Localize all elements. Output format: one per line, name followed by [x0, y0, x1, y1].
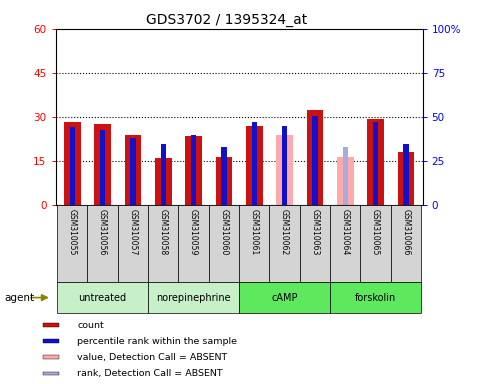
Bar: [185, 136, 202, 205]
Text: GSM310059: GSM310059: [189, 209, 198, 256]
Bar: [178, 205, 209, 282]
Text: GSM310061: GSM310061: [250, 209, 259, 255]
Text: count: count: [77, 321, 104, 329]
Bar: [307, 110, 323, 205]
Bar: [252, 121, 257, 205]
Bar: [239, 282, 330, 313]
Bar: [148, 282, 239, 313]
Bar: [87, 205, 118, 282]
Text: GSM310063: GSM310063: [311, 209, 319, 256]
Bar: [342, 147, 348, 205]
Bar: [70, 127, 75, 205]
Text: GSM310065: GSM310065: [371, 209, 380, 256]
Bar: [43, 356, 59, 359]
Bar: [300, 205, 330, 282]
Text: GSM310057: GSM310057: [128, 209, 137, 256]
Bar: [64, 121, 81, 205]
Bar: [191, 135, 196, 205]
Bar: [239, 205, 270, 282]
Text: forskolin: forskolin: [355, 293, 396, 303]
Bar: [43, 339, 59, 343]
Bar: [130, 138, 136, 205]
Bar: [276, 135, 293, 205]
Text: GSM310066: GSM310066: [401, 209, 411, 256]
Text: GDS3702 / 1395324_at: GDS3702 / 1395324_at: [146, 13, 308, 27]
Bar: [246, 126, 263, 205]
Text: GSM310060: GSM310060: [219, 209, 228, 256]
Bar: [330, 205, 360, 282]
Bar: [155, 158, 171, 205]
Bar: [367, 119, 384, 205]
Text: percentile rank within the sample: percentile rank within the sample: [77, 337, 237, 346]
Bar: [43, 323, 59, 327]
Bar: [209, 205, 239, 282]
Text: agent: agent: [5, 293, 35, 303]
Bar: [282, 126, 287, 205]
Bar: [330, 282, 421, 313]
Text: GSM310062: GSM310062: [280, 209, 289, 255]
Bar: [398, 152, 414, 205]
Bar: [57, 205, 87, 282]
Text: value, Detection Call = ABSENT: value, Detection Call = ABSENT: [77, 353, 227, 362]
Bar: [337, 157, 354, 205]
Bar: [373, 121, 378, 205]
Text: GSM310056: GSM310056: [98, 209, 107, 256]
Bar: [391, 205, 421, 282]
Bar: [118, 205, 148, 282]
Text: GSM310058: GSM310058: [159, 209, 168, 255]
Text: GSM310064: GSM310064: [341, 209, 350, 256]
Bar: [312, 116, 318, 205]
Bar: [100, 131, 105, 205]
Text: norepinephrine: norepinephrine: [156, 293, 231, 303]
Bar: [403, 144, 409, 205]
Bar: [125, 135, 141, 205]
Text: rank, Detection Call = ABSENT: rank, Detection Call = ABSENT: [77, 369, 223, 378]
Bar: [160, 144, 166, 205]
Bar: [43, 372, 59, 375]
Bar: [94, 124, 111, 205]
Bar: [360, 205, 391, 282]
Bar: [221, 147, 227, 205]
Bar: [270, 205, 300, 282]
Text: cAMP: cAMP: [271, 293, 298, 303]
Text: GSM310055: GSM310055: [68, 209, 77, 256]
Bar: [215, 157, 232, 205]
Bar: [57, 282, 148, 313]
Text: untreated: untreated: [79, 293, 127, 303]
Bar: [148, 205, 178, 282]
